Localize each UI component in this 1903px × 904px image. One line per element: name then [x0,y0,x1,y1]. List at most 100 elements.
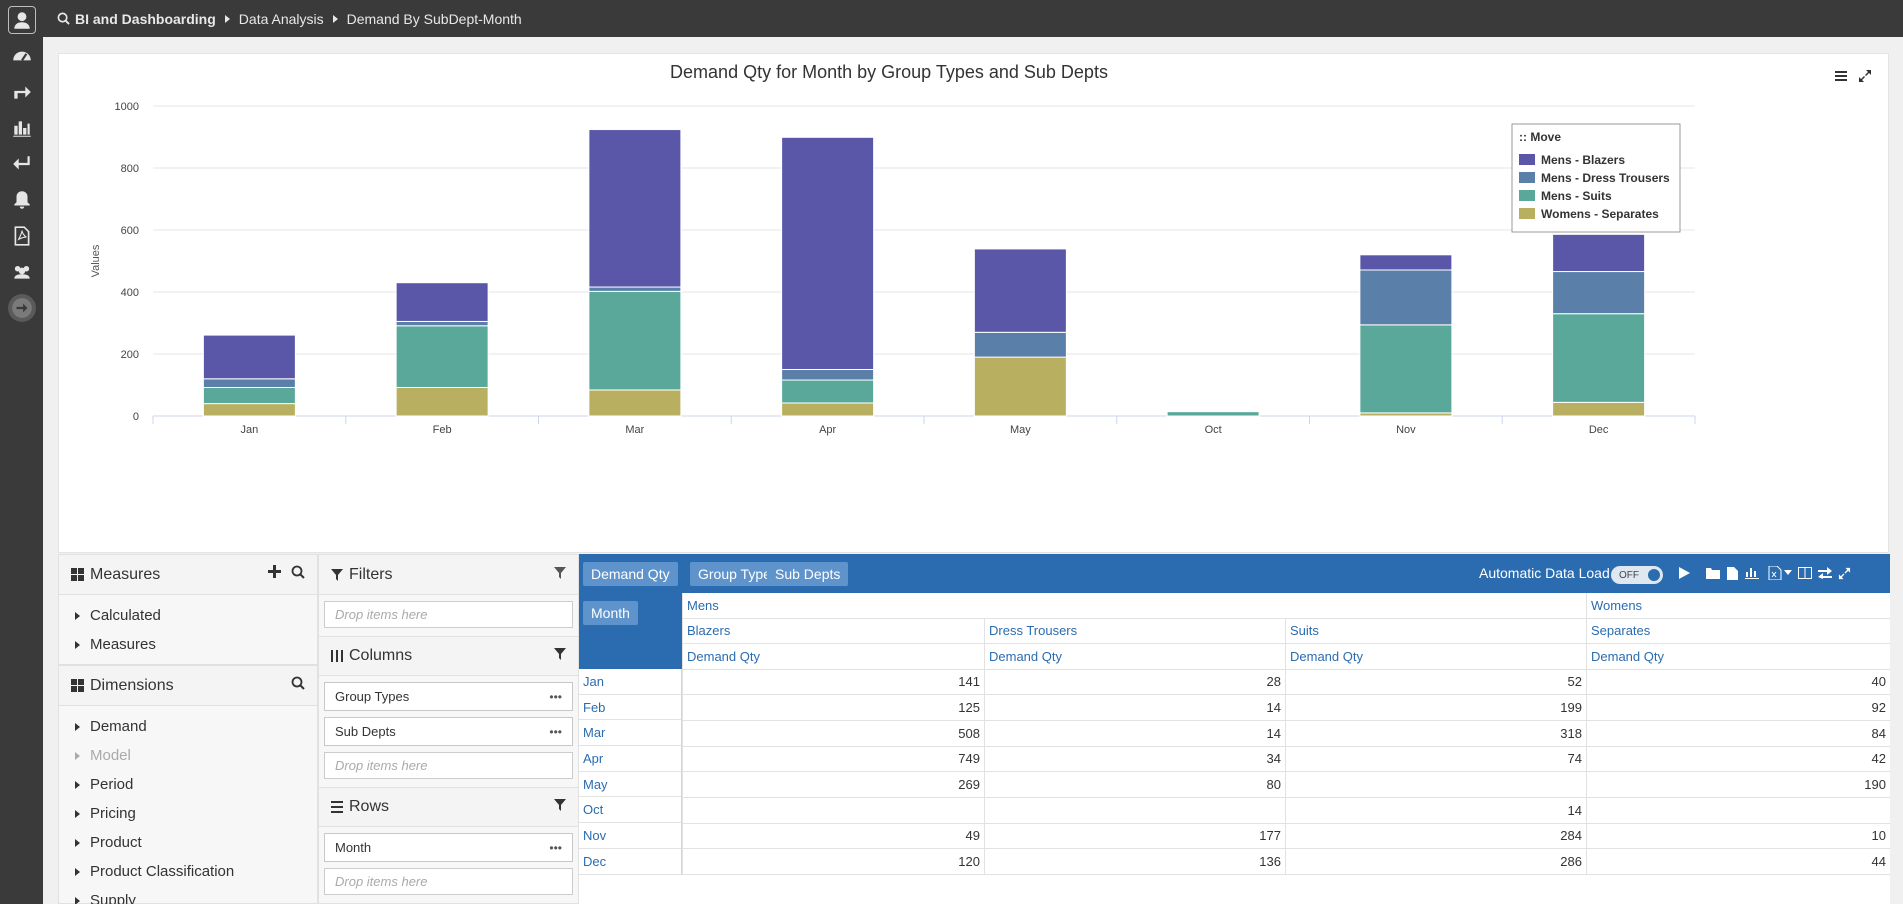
table-row: 49 177 284 10 [682,823,1890,850]
filters-drop-zone[interactable]: Drop items here [324,601,573,628]
chart-menu-icon[interactable] [1834,69,1850,88]
tree-item-label: Period [90,776,134,793]
bar-segment [1359,324,1453,414]
x-tick-label: Jan [241,424,259,436]
more-icon[interactable]: ••• [549,840,562,855]
expand-icon[interactable] [1858,69,1874,88]
filters-header: Filters [319,555,578,595]
y-axis-label: Values [90,244,102,277]
caret-right-icon [75,611,80,620]
sub-header-separates[interactable]: Separates [1586,618,1890,643]
table-cell: 286 [1285,849,1586,874]
legend-swatch [1519,208,1535,219]
tree-item-demand[interactable]: Demand [59,712,317,741]
measure-header[interactable]: Demand Qty [984,644,1285,669]
measure-header[interactable]: Demand Qty [1586,644,1890,669]
legend-item: Mens - Suits [1541,189,1612,203]
column-field-group-types[interactable]: Group Types ••• [324,682,573,711]
table-cell: 14 [984,720,1285,746]
row-label[interactable]: Feb [579,694,682,721]
forward-icon[interactable] [8,78,36,106]
group-header-mens[interactable]: Mens [682,593,1586,618]
row-label[interactable]: Oct [579,797,682,824]
folder-icon[interactable] [1705,565,1721,581]
row-field-month[interactable]: Month ••• [324,833,573,862]
sub-header-dress-trousers[interactable]: Dress Trousers [984,618,1285,643]
table-row: 141 28 52 40 [682,669,1890,696]
dashboard-icon[interactable] [8,42,36,70]
measure-header-row: Demand Qty Demand Qty Demand Qty Demand … [682,644,1890,670]
tree-item-supply[interactable]: Supply [59,886,317,904]
fullscreen-icon[interactable] [1836,565,1852,581]
tree-item-period[interactable]: Period [59,770,317,799]
column-chip-sub-depts[interactable]: Sub Depts [767,562,849,586]
auto-load-toggle[interactable]: OFF [1611,566,1663,584]
table-cell: 177 [984,823,1285,849]
table-cell: 141 [682,669,984,695]
tree-item-model[interactable]: Model [59,741,317,770]
legend-item: Mens - Blazers [1541,153,1625,167]
row-label[interactable]: May [579,771,682,798]
dimensions-header: Dimensions [59,666,317,706]
caret-down-icon[interactable] [1780,565,1796,581]
tree-item-calculated[interactable]: Calculated [59,601,317,630]
row-label[interactable]: Dec [579,848,682,875]
filter-clear-icon[interactable] [554,566,566,584]
row-label[interactable]: Mar [579,720,682,747]
search-icon[interactable] [291,676,305,695]
column-field-sub-depts[interactable]: Sub Depts ••• [324,717,573,746]
search-icon[interactable] [291,565,305,584]
rows-header: Rows [319,787,578,827]
excel-export-icon[interactable] [1767,565,1783,581]
add-icon[interactable] [268,565,281,584]
more-icon[interactable]: ••• [549,689,562,704]
row-chip-month[interactable]: Month [583,601,638,625]
users-icon[interactable] [8,258,36,286]
table-cell: 74 [1285,746,1586,772]
pivot-table: Demand Qty Group Types Sub Depts Automat… [579,554,1890,904]
tree-item-pricing[interactable]: Pricing [59,799,317,828]
columns-drop-zone[interactable]: Drop items here [324,752,573,779]
bar-segment [1552,313,1646,403]
table-cell: 34 [984,746,1285,772]
sub-header-blazers[interactable]: Blazers [682,618,984,643]
more-icon[interactable]: ••• [549,724,562,739]
table-row: 269 80 190 [682,772,1890,798]
tree-item-product[interactable]: Product [59,828,317,857]
tree-item-measures[interactable]: Measures [59,630,317,659]
row-label[interactable]: Nov [579,823,682,849]
pdf-icon[interactable] [8,222,36,250]
chart-icon[interactable] [1744,565,1760,581]
sub-header-suits[interactable]: Suits [1285,618,1586,643]
breadcrumb-separator-icon [332,14,338,23]
measure-chip[interactable]: Demand Qty [583,562,678,586]
breadcrumb-bi[interactable]: BI and Dashboarding [75,10,216,27]
chart-icon[interactable] [8,114,36,142]
rows-filter-icon[interactable] [554,798,566,816]
bell-icon[interactable] [8,186,36,214]
rows-drop-zone[interactable]: Drop items here [324,868,573,895]
swap-axes-icon[interactable] [1817,565,1833,581]
play-icon[interactable] [1676,565,1692,581]
columns-icon [331,650,343,662]
row-label[interactable]: Apr [579,746,682,772]
measure-header[interactable]: Demand Qty [682,644,984,669]
tree-item-label: Product Classification [90,863,235,880]
x-tick-label: Nov [1396,424,1416,436]
table-cell: 14 [984,695,1285,720]
row-label[interactable]: Jan [579,669,682,695]
split-view-icon[interactable] [1797,565,1813,581]
user-icon[interactable] [8,6,36,34]
columns-title: Columns [349,647,413,664]
bar-segment [973,356,1067,417]
bar-segment [1359,269,1453,326]
document-icon[interactable] [1724,565,1740,581]
measure-header[interactable]: Demand Qty [1285,644,1586,669]
tree-item-product-classification[interactable]: Product Classification [59,857,317,886]
group-header-womens[interactable]: Womens [1586,593,1890,618]
column-chip-group-types[interactable]: Group Types [690,562,786,586]
arrow-right-icon[interactable] [8,294,36,322]
breadcrumb-data-analysis[interactable]: Data Analysis [238,10,324,27]
return-icon[interactable] [8,150,36,178]
columns-filter-icon[interactable] [554,647,566,665]
